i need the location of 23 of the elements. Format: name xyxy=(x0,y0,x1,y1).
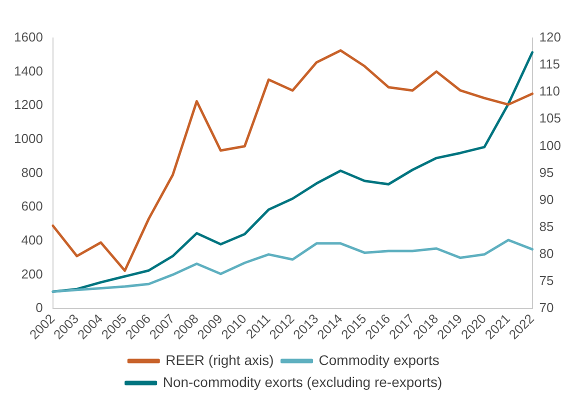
y2-tick-label: 115 xyxy=(539,56,560,72)
y2-tick-label: 105 xyxy=(539,110,562,126)
legend-label: Non-commodity exorts (excluding re-exports) xyxy=(162,374,442,390)
y-tick-label: 800 xyxy=(21,164,43,180)
y2-tick-label: 80 xyxy=(539,246,554,261)
y-tick-label: 1600 xyxy=(14,30,43,45)
y2-tick-label: 75 xyxy=(539,273,554,288)
y2-tick-label: 100 xyxy=(539,138,562,153)
y-tick-label: 1400 xyxy=(14,63,43,78)
y2-tick-label: 85 xyxy=(539,218,554,234)
y2-tick-label: 70 xyxy=(539,300,554,316)
y2-tick-label: 90 xyxy=(539,192,554,207)
y2-tick-label: 95 xyxy=(539,164,554,180)
y-tick-label: 1200 xyxy=(14,97,43,112)
y-tick-label: 0 xyxy=(36,300,43,316)
y-tick-label: 600 xyxy=(21,198,43,214)
y-tick-label: 200 xyxy=(21,266,43,282)
y2-tick-label: 110 xyxy=(539,84,560,99)
legend-label: Commodity exports xyxy=(318,352,440,368)
y-tick-label: 400 xyxy=(21,232,43,248)
legend-label: REER (right axis) xyxy=(166,352,274,368)
y2-tick-label: 120 xyxy=(539,30,562,45)
y-tick-label: 1000 xyxy=(14,131,43,146)
